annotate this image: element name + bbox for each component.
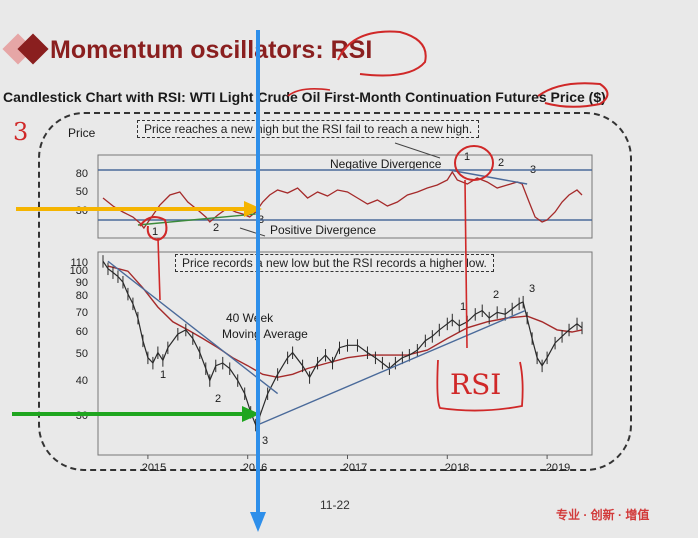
price-tick-100: 100 [69, 265, 88, 277]
price-panel-frame [97, 251, 593, 456]
x-tick-2019: 2019 [545, 462, 571, 474]
pointer-arrow-high [394, 142, 441, 159]
negative-divergence-label: Negative Divergence [330, 157, 442, 171]
rsi-panel-frame [97, 154, 593, 239]
rsi-to-price-link-high [464, 179, 468, 349]
ma-label-line1: 40 Week [226, 311, 274, 325]
price-line [102, 260, 583, 427]
brand-tagline: 专业 · 创新 · 增值 [556, 508, 650, 522]
positive-divergence-label: Positive Divergence [270, 223, 377, 237]
rsi-high-circle [454, 145, 494, 181]
price-high-note: Price reaches a new high but the RSI fai… [137, 120, 480, 138]
rsi-negative-divergence-line [449, 169, 528, 185]
dashed-frame [38, 112, 632, 471]
rsi-tick-80: 80 [75, 168, 88, 180]
price-high-point-1: 1 [460, 301, 467, 313]
green-arrow-head [242, 406, 260, 422]
price-tick-90: 90 [75, 277, 88, 289]
price-tick-80: 80 [75, 290, 88, 302]
chart-title: Candlestick Chart with RSI: WTI Light Cr… [3, 89, 606, 105]
price-low-point-2: 2 [215, 393, 222, 405]
blue-arrow-head [250, 512, 266, 532]
yellow-arrow-head [244, 201, 262, 217]
x-tick-2018: 2018 [444, 462, 470, 474]
rsi-low-circle [139, 216, 168, 242]
rsi-high-point-1: 1 [464, 151, 471, 163]
rsi-low-point-2: 2 [213, 222, 220, 234]
margin-scribble: 3 [13, 118, 29, 146]
price-downtrend-line [107, 260, 279, 395]
rsi-to-price-link-low [157, 237, 161, 301]
price-tick-70: 70 [75, 307, 88, 319]
price-tick-60: 60 [75, 326, 88, 338]
price-low-point-3: 3 [262, 435, 269, 447]
title-rsi-circle [337, 30, 427, 77]
price-low-point-1: 1 [160, 369, 167, 381]
ma-label-line2: Moving Average [222, 327, 308, 341]
price-high-point-2: 2 [493, 289, 500, 301]
x-tick-2016: 2016 [242, 462, 268, 474]
handwritten-rsi-box [436, 359, 524, 412]
futures-circle [537, 82, 609, 108]
price-uptrend-line [257, 309, 526, 426]
rsi-positive-divergence-line [137, 213, 256, 226]
rsi-low-point-1: 1 [152, 226, 159, 238]
pointer-arrow-positive [239, 227, 266, 237]
x-tick-2015: 2015 [141, 462, 167, 474]
price-high-point-3: 3 [529, 283, 536, 295]
page-number: 11-22 [320, 498, 350, 512]
price-tick-40: 40 [75, 375, 88, 387]
y-axis-label: Price [68, 126, 96, 140]
slide-title: Momentum oscillators: RSI [50, 36, 373, 64]
handwritten-rsi-label: RSI [450, 368, 502, 401]
price-tick-50: 50 [75, 348, 88, 360]
crude-underline-scribble [287, 88, 331, 97]
moving-average-line [107, 265, 583, 379]
rsi-high-point-2: 2 [498, 157, 505, 169]
price-tick-110: 110 [70, 257, 88, 269]
rsi-tick-50: 50 [75, 186, 88, 198]
x-tick-2017: 2017 [342, 462, 368, 474]
